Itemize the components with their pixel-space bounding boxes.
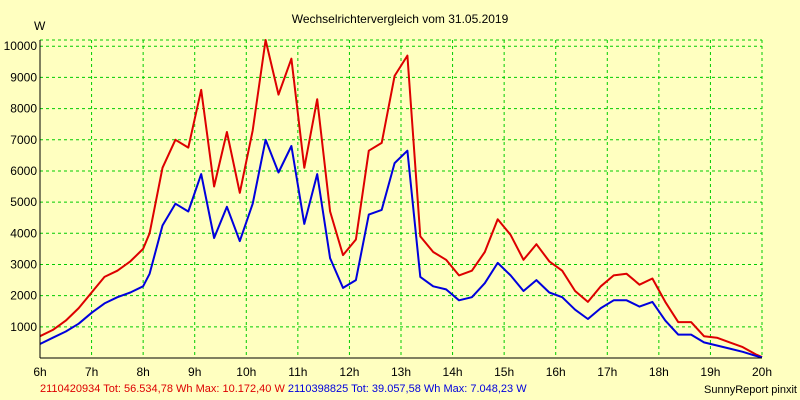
- x-tick-label: 17h: [597, 365, 617, 379]
- chart-title: Wechselrichtervergleich vom 31.05.2019: [292, 12, 509, 26]
- y-tick-label: 2000: [10, 289, 37, 303]
- y-tick-label: 10000: [4, 39, 38, 53]
- series-line-1: [39, 39, 763, 359]
- x-tick-label: 7h: [85, 365, 98, 379]
- x-tick-labels: 6h 7h 8h 9h 10h 11h 12h 13h 14h 15h 16h 17h 18h 19h 20…: [33, 365, 772, 379]
- footer-credit: SunnyReport pinxit: [704, 384, 797, 396]
- footer-series1-id: 2110420934: [40, 383, 100, 395]
- x-tick-label: 18h: [649, 365, 669, 379]
- x-tick-label: 20h: [752, 365, 772, 379]
- x-tick-label: 8h: [136, 365, 149, 379]
- footer-stats: 2110420934 Tot: 56.534,78 Wh Max: 10.172…: [40, 383, 527, 395]
- y-tick-label: 4000: [10, 226, 37, 240]
- series-line-2: [39, 138, 763, 359]
- x-tick-label: 10h: [236, 365, 256, 379]
- x-tick-label: 16h: [546, 365, 566, 379]
- footer-series2-id: 2110398825: [288, 383, 348, 395]
- x-tick-label: 13h: [391, 365, 411, 379]
- y-tick-label: 6000: [10, 164, 37, 178]
- y-tick-label: 3000: [10, 257, 37, 271]
- y-tick-labels: 1000 2000 3000 4000 5000 6000 7000 8000 9000 1000…: [4, 39, 38, 334]
- y-tick-label: 8000: [10, 102, 37, 116]
- grid: [40, 39, 763, 358]
- x-tick-label: 15h: [494, 365, 514, 379]
- x-tick-label: 12h: [339, 365, 359, 379]
- y-tick-label: 9000: [10, 70, 37, 84]
- footer-series2-stats: Tot: 39.057,58 Wh Max: 7.048,23 W: [348, 383, 527, 395]
- y-tick-label: 1000: [10, 320, 37, 334]
- x-tick-label: 9h: [188, 365, 201, 379]
- y-tick-label: 5000: [10, 195, 37, 209]
- x-tick-label: 14h: [443, 365, 463, 379]
- y-axis-label: W: [34, 19, 46, 33]
- y-tick-label: 7000: [10, 133, 37, 147]
- x-tick-label: 11h: [288, 365, 307, 379]
- axes: [39, 40, 762, 359]
- x-tick-label: 6h: [33, 365, 46, 379]
- series-lines: [39, 39, 763, 359]
- x-tick-label: 19h: [700, 365, 720, 379]
- footer-series1-stats: Tot: 56.534,78 Wh Max: 10.172,40 W: [100, 383, 288, 395]
